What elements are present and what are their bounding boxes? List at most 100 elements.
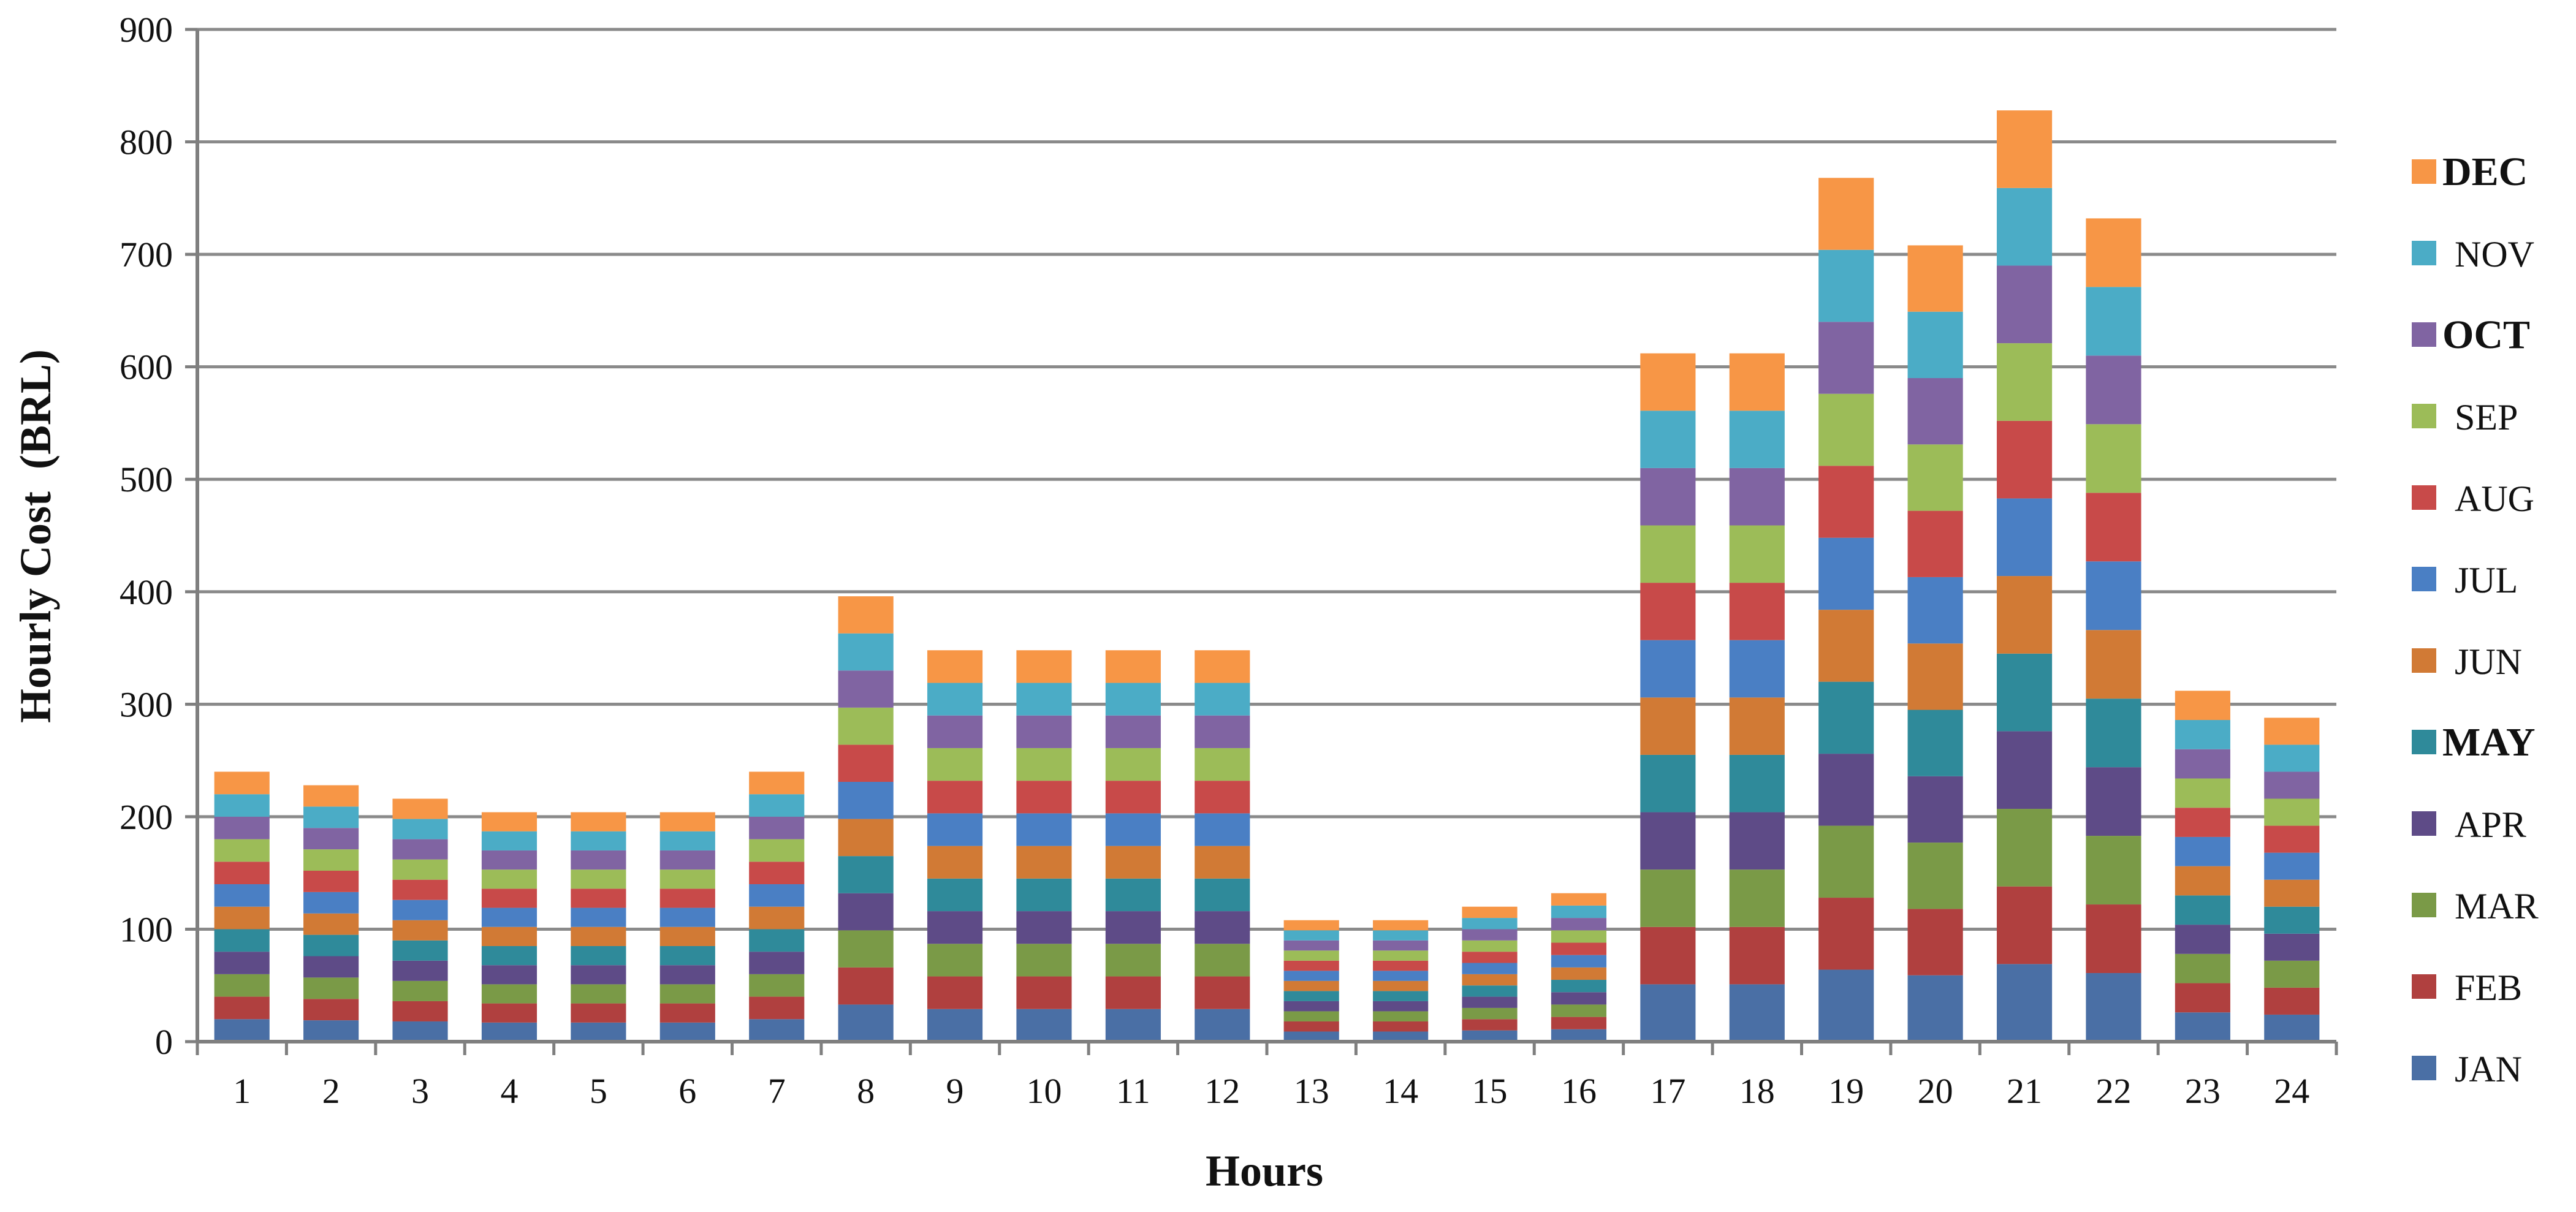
bar-segment-jan [1283, 1031, 1339, 1042]
bar-segment-feb [392, 1001, 448, 1021]
bar-segment-nov [1016, 683, 1072, 716]
bar-segment-mar [838, 930, 894, 968]
bar-segment-jan [571, 1022, 626, 1042]
bar-segment-jun [1105, 846, 1161, 879]
bar-segment-feb [1551, 1017, 1607, 1029]
bar-segment-nov [1996, 187, 2053, 266]
bar-segment-may [1907, 710, 1963, 776]
bar-segment-may [1462, 985, 1518, 997]
bar-segment-apr [2264, 933, 2320, 961]
bar-segment-jan [927, 1009, 983, 1042]
bar-segment-sep [1551, 930, 1607, 943]
x-tick-label: 24 [2274, 1071, 2309, 1111]
bar-segment-sep [214, 839, 270, 862]
bar-segment-nov [303, 806, 359, 828]
bar-segment-jan [1640, 984, 1696, 1042]
bar-segment-may [481, 945, 538, 966]
bar-segment-jan [1551, 1029, 1607, 1042]
y-tick-label: 700 [120, 235, 173, 275]
bar-segment-feb [2264, 987, 2320, 1015]
bar-segment-feb [571, 1003, 626, 1023]
bar-segment-jun [1016, 846, 1072, 879]
bar-segment-may [1016, 878, 1072, 912]
bar-segment-oct [1640, 468, 1696, 526]
bar-segment-jan [303, 1020, 359, 1042]
bar-segment-jan [1105, 1009, 1161, 1042]
bar-segment-mar [1283, 1011, 1339, 1021]
bar-segment-aug [303, 870, 359, 892]
bar-segment-jan [1729, 984, 1785, 1042]
bar-segment-dec [1907, 245, 1963, 312]
bar-segment-nov [392, 819, 448, 839]
bar-segment-aug [392, 879, 448, 900]
bar-segment-mar [1016, 944, 1072, 977]
legend-swatch-mar [2412, 893, 2436, 917]
bar-segment-apr [659, 965, 715, 985]
bar-segment-mar [927, 944, 983, 977]
bar-segment-jan [214, 1019, 270, 1042]
bar-segment-sep [1283, 950, 1339, 961]
bar-segment-nov [1105, 683, 1161, 716]
bar-segment-jun [1373, 980, 1429, 991]
bar-segment-aug [2264, 825, 2320, 853]
bar-segment-sep [1907, 444, 1963, 511]
bar-segment-oct [1551, 918, 1607, 931]
y-tick-label: 300 [120, 684, 173, 724]
bar-segment-dec [927, 650, 983, 683]
bar-segment-mar [303, 977, 359, 999]
bar-segment-may [1818, 681, 1874, 754]
bar-segment-dec [2175, 691, 2230, 721]
bar-segment-apr [1462, 996, 1518, 1008]
bar-segment-jan [1818, 969, 1874, 1042]
bar-segment-jul [1996, 498, 2053, 577]
y-tick-label: 900 [120, 10, 173, 50]
bar-segment-oct [1818, 322, 1874, 394]
legend-label-apr: APR [2455, 805, 2526, 845]
bar-segment-jul [1373, 971, 1429, 981]
bar-segment-nov [1640, 411, 1696, 468]
bar-segment-oct [1907, 378, 1963, 445]
legend-label-jun: JUN [2455, 642, 2522, 682]
legend-swatch-may [2412, 730, 2436, 754]
bar-segment-dec [1016, 650, 1072, 683]
bar-segment-jul [2264, 852, 2320, 880]
bar-segment-apr [1195, 911, 1250, 944]
bar-segment-aug [838, 744, 894, 782]
x-tick-label: 16 [1561, 1071, 1597, 1111]
bar-segment-dec [1551, 893, 1607, 906]
bar-segment-sep [2175, 778, 2230, 808]
bar-segment-mar [1105, 944, 1161, 977]
bar-segment-oct [927, 715, 983, 748]
bar-segment-jul [1640, 640, 1696, 698]
bar-segment-jan [1195, 1009, 1250, 1042]
bar-segment-feb [1283, 1021, 1339, 1032]
x-tick-label: 13 [1294, 1071, 1329, 1111]
bar-segment-nov [1373, 930, 1429, 941]
bar-segment-aug [2175, 808, 2230, 837]
bar-segment-may [1996, 653, 2053, 732]
legend-label-mar: MAR [2455, 886, 2539, 926]
legend-swatch-jul [2412, 567, 2436, 591]
bar-segment-may [1551, 980, 1607, 993]
bar-segment-mar [392, 980, 448, 1001]
bar-segment-dec [1105, 650, 1161, 683]
bar-segment-jul [303, 892, 359, 914]
bar-segment-may [303, 934, 359, 956]
legend-label-sep: SEP [2455, 397, 2518, 437]
bar-segment-aug [1818, 466, 1874, 538]
bar-segment-dec [481, 812, 538, 831]
bar-segment-nov [571, 831, 626, 850]
bars [214, 110, 2320, 1042]
bar-segment-dec [1729, 353, 1785, 411]
bar-segment-aug [1729, 583, 1785, 640]
x-tick-label: 2 [322, 1071, 340, 1111]
bar-segment-jan [2175, 1012, 2230, 1042]
bar-segment-dec [1195, 650, 1250, 683]
y-tick-label: 600 [120, 347, 173, 387]
bar-segment-may [2175, 895, 2230, 925]
bar-segment-nov [481, 831, 538, 850]
bar-segment-jun [927, 846, 983, 879]
bar-segment-sep [481, 869, 538, 889]
bar-segment-apr [1551, 992, 1607, 1005]
legend-label-jul: JUL [2455, 560, 2518, 600]
